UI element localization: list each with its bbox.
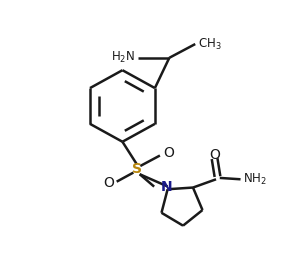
Text: CH$_3$: CH$_3$ <box>198 36 221 52</box>
Text: N: N <box>160 180 172 194</box>
Text: NH$_2$: NH$_2$ <box>244 172 267 187</box>
Text: H$_2$N: H$_2$N <box>111 50 135 65</box>
Text: O: O <box>103 176 114 190</box>
Text: S: S <box>132 162 142 176</box>
Text: O: O <box>209 148 220 162</box>
Text: O: O <box>163 146 174 160</box>
